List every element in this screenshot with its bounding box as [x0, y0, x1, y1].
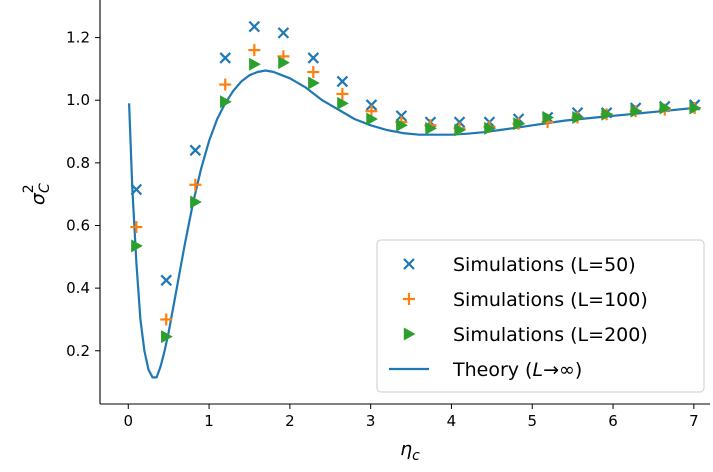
- legend: Simulations (L=50) Simulations (L=100) Sim…: [376, 239, 705, 393]
- series-2-point: [161, 330, 173, 344]
- x-tick-label: 2: [285, 412, 295, 430]
- series-2-point: [190, 195, 202, 209]
- series-2-point: [278, 56, 290, 70]
- y-tick-label: 1.0: [66, 91, 90, 109]
- series-0-point: [365, 99, 378, 111]
- series-1-point: [160, 313, 173, 326]
- series-1-point: [130, 221, 143, 234]
- series-2-point: [308, 76, 320, 90]
- x-tick-label: 0: [124, 412, 134, 430]
- series-0-point: [219, 52, 232, 64]
- series-2-point: [601, 107, 614, 121]
- series-2-point: [337, 96, 349, 110]
- y-axis-label: σC2: [21, 183, 53, 205]
- y-tick-label: 0.6: [66, 216, 90, 234]
- legend-marker-2: [403, 327, 416, 341]
- series-2-point: [249, 57, 261, 71]
- series-0-point: [277, 27, 290, 39]
- series-1-point: [365, 105, 378, 118]
- axes: 0 1 2 3 4 5 6 7 0.2 0.4 0.6 0.8 1.0 1.2 ηc σC2: [21, 0, 710, 464]
- legend-label: Theory (L→∞): [452, 359, 582, 381]
- series-2-point: [396, 118, 408, 132]
- series-2-point: [484, 121, 496, 135]
- series-0-point: [307, 52, 320, 64]
- series-2-point: [659, 101, 672, 115]
- series-2-point: [542, 110, 555, 124]
- series-2-point: [689, 101, 702, 115]
- plot-area: [128, 20, 702, 379]
- series-0-point: [395, 110, 408, 122]
- series-1-point: [307, 66, 320, 79]
- series-1-point: [219, 78, 232, 91]
- series-2-point: [131, 239, 143, 253]
- y-tick-label: 1.2: [66, 29, 90, 47]
- theory-line: [128, 69, 694, 379]
- series-0-point: [248, 20, 261, 33]
- x-tick-label: 3: [366, 412, 376, 430]
- y-tick-label: 0.8: [66, 154, 90, 172]
- legend-marker-0: [403, 258, 415, 270]
- series-2-point: [425, 121, 437, 135]
- x-tick-label: 1: [204, 412, 214, 430]
- legend-label: Simulations (L=100): [453, 289, 648, 311]
- series-2-point: [630, 104, 643, 118]
- series-1-point: [189, 178, 202, 191]
- legend-label: Simulations (L=50): [453, 254, 636, 276]
- x-tick-label: 7: [689, 412, 699, 430]
- x-tick-label: 4: [447, 412, 457, 430]
- legend-box: [376, 239, 705, 393]
- series-0-point: [130, 183, 143, 196]
- x-tick-label: 6: [608, 412, 618, 430]
- x-tick-label: 5: [527, 412, 537, 430]
- y-tick-label: 0.2: [66, 342, 90, 360]
- series-2-point: [454, 123, 467, 137]
- series-2-point: [220, 95, 232, 109]
- y-tick-label: 0.4: [66, 279, 90, 297]
- series-0-point: [189, 144, 202, 157]
- series-0-point: [160, 274, 173, 287]
- x-axis-label: ηc: [400, 438, 420, 464]
- series-0-point: [336, 75, 349, 88]
- legend-label: Simulations (L=200): [453, 324, 648, 346]
- series-2-point: [513, 117, 526, 131]
- series-2-point: [572, 110, 584, 124]
- legend-marker-1: [403, 293, 415, 305]
- series-1-point: [248, 44, 261, 57]
- series-1-point: [336, 87, 349, 100]
- series-2-point: [366, 112, 378, 126]
